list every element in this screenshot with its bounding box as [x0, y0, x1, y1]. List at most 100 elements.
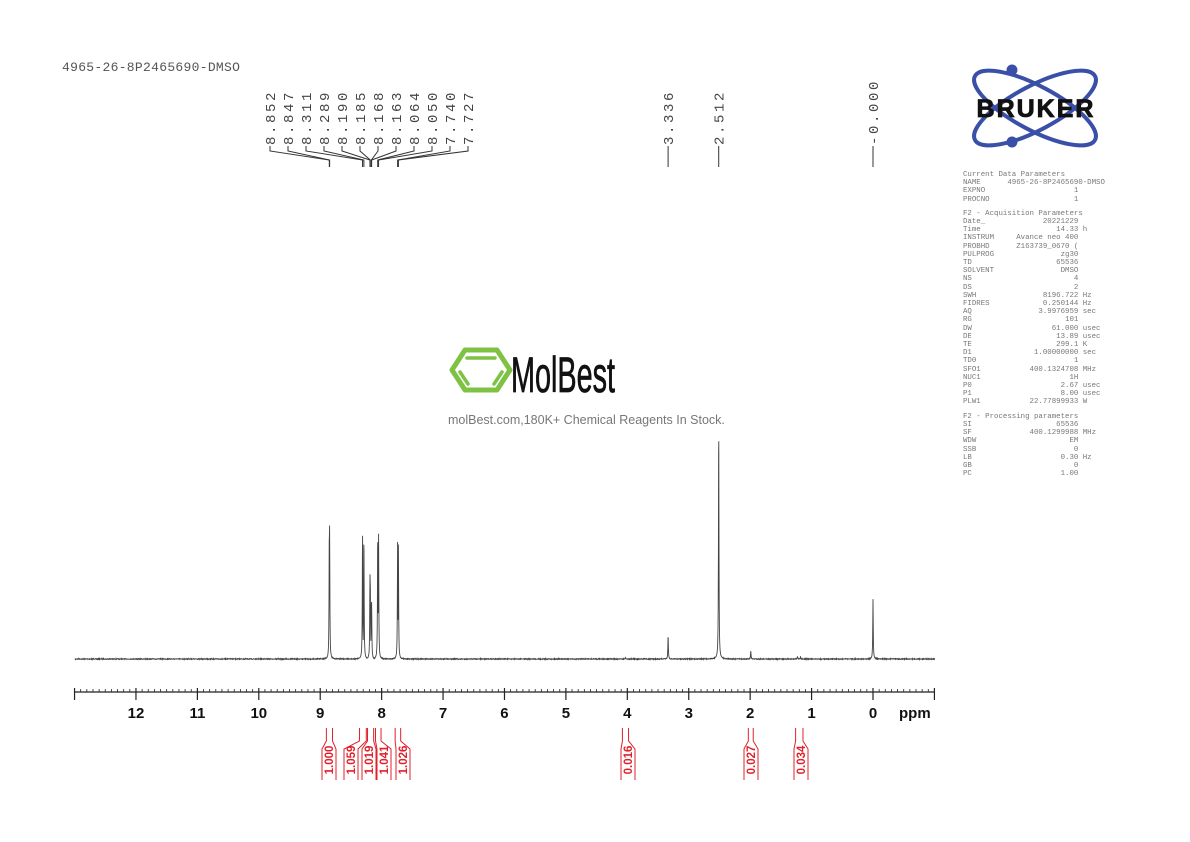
parameter-row: SWH 8196.722 Hz	[963, 291, 1092, 300]
peak-label-connector	[269, 146, 330, 167]
parameter-row: EXPNO 1	[963, 187, 1079, 196]
tick-label: 7	[439, 705, 447, 722]
parameter-row: SOLVENT DMSO	[963, 267, 1079, 276]
parameter-row: PLW1 22.77899933 W	[963, 398, 1088, 407]
parameter-block-header: F2 - Processing parameters	[963, 412, 1079, 421]
peak-label: 8.852	[264, 90, 280, 145]
integrals: 1.000 1.059 1.019 1.041 1.026 0.016 0.027 0.034	[321, 728, 809, 780]
integral-value: 1.026	[398, 746, 410, 775]
parameter-row: TD0 1	[963, 357, 1079, 366]
tick-label: 10	[250, 705, 267, 722]
parameter-block-header: Current Data Parameters	[963, 171, 1066, 179]
integral-bracket	[343, 728, 367, 780]
spectrum-trace	[74, 441, 936, 662]
parameter-block: Current Data Parameters NAME 4965-26-8P24…	[963, 171, 1105, 204]
parameter-row: P0 2.67 usec	[963, 382, 1101, 391]
peak-label: 8.311	[300, 90, 316, 145]
peak-label: 8.064	[408, 90, 424, 145]
integral-value: 1.059	[346, 746, 358, 775]
peak-label-connector	[323, 146, 365, 167]
peak-label-connector	[378, 146, 433, 167]
parameter-row: DW 61.000 usec	[963, 324, 1101, 333]
parameter-row: DS 2	[963, 283, 1079, 292]
peak-label-connector	[397, 146, 451, 167]
peak-label: 2.512	[713, 90, 729, 145]
integral-bracket	[743, 728, 759, 780]
parameter-row: Date_ 20221229	[963, 218, 1079, 227]
tick-label: 6	[500, 705, 508, 722]
peak-label-connector	[287, 146, 331, 167]
integral-bracket	[793, 728, 809, 780]
integral-value: 0.034	[796, 745, 808, 774]
parameter-row: P1 8.00 usec	[963, 390, 1101, 399]
parameter-row: NUC1 1H	[963, 373, 1079, 382]
parameter-row: PC 1.00	[963, 470, 1079, 479]
parameter-row: TE 299.1 K	[963, 341, 1088, 350]
parameter-row: SI 65536	[963, 420, 1079, 429]
tick-label: 2	[746, 705, 754, 722]
integral-bracket	[361, 728, 377, 780]
parameter-row: Time 14.33 h	[963, 226, 1088, 235]
molbest-logo-text: MolBest	[511, 347, 615, 403]
spectrum-title: 4965-26-8P2465690-DMSO	[62, 60, 241, 75]
bruker-logo: BRUKER	[972, 64, 1098, 148]
integral-bracket	[321, 728, 337, 780]
tick-label: 4	[623, 705, 632, 722]
integral-value: 0.027	[746, 746, 758, 775]
parameter-row: TD 65536	[963, 259, 1079, 268]
parameter-block: F2 - Processing parameters SI 65536 SF 400…	[963, 413, 1105, 479]
peak-label: 8.050	[426, 90, 442, 145]
bruker-logo-text: BRUKER	[977, 95, 1096, 123]
integral-bracket	[374, 728, 392, 780]
parameter-row: PROCNO 1	[963, 195, 1079, 204]
parameter-row: NS 4	[963, 275, 1079, 284]
tick-label: 12	[128, 705, 145, 722]
peak-label-connector	[397, 146, 469, 167]
tick-label: 8	[377, 705, 385, 722]
parameter-row: SFO1 400.1324708 MHz	[963, 365, 1097, 374]
peak-label-connector	[305, 146, 364, 167]
parameter-row: NAME 4965-26-8P2465690-DMSO	[963, 179, 1105, 188]
peak-label: -0.000	[867, 79, 883, 145]
parameter-block-header: F2 - Acquisition Parameters	[963, 209, 1083, 218]
axis-label: ppm	[899, 705, 931, 722]
integral-bracket	[394, 728, 411, 780]
parameter-block: F2 - Acquisition Parameters Date_ 2022122…	[963, 210, 1105, 407]
peak-label: 8.847	[282, 90, 298, 145]
watermark-tagline: molBest.com,180K+ Chemical Reagents In S…	[448, 413, 725, 427]
integral-bracket	[620, 728, 636, 780]
parameter-row: SF 400.1299988 MHz	[963, 429, 1097, 438]
ppm-axis: 12 11 10 9 8 7 6 5 4 3 2 1 0 ppm	[73, 688, 936, 722]
tick-label: 5	[562, 705, 570, 722]
peak-label: 8.163	[390, 90, 406, 145]
molbest-logo: MolBest	[449, 346, 616, 403]
parameter-row: INSTRUM Avance neo 400	[963, 234, 1079, 243]
tick-label: 3	[685, 705, 693, 722]
parameter-row: GB 0	[963, 461, 1079, 470]
tick-label: 0	[869, 705, 877, 722]
parameter-row: RG 101	[963, 316, 1079, 325]
integral-value: 1.000	[324, 746, 336, 775]
parameter-row: D1 1.00000000 sec	[963, 349, 1097, 358]
peak-label: 8.168	[372, 90, 388, 145]
parameter-row: LB 0.30 Hz	[963, 453, 1092, 462]
peak-label-connector	[370, 146, 379, 167]
parameter-row: WDW EM	[963, 437, 1079, 446]
integral-value: 0.016	[623, 746, 635, 775]
peak-label: 8.289	[318, 90, 334, 145]
peak-label: 3.336	[662, 90, 678, 145]
integral-value: 1.041	[379, 745, 391, 774]
tick-label: 11	[189, 705, 205, 722]
tick-label: 9	[316, 705, 324, 722]
integral-value: 1.019	[364, 746, 376, 775]
parameter-row: SSB 0	[963, 445, 1079, 454]
peak-label: 7.740	[444, 90, 460, 145]
peak-label: 8.185	[354, 90, 370, 145]
peak-label: 7.727	[462, 90, 478, 145]
parameters-panel: Current Data Parameters NAME 4965-26-8P24…	[963, 171, 1105, 484]
peak-label-connector	[377, 146, 415, 167]
parameter-row: PROBHD Z163739_0670 (	[963, 242, 1079, 251]
parameter-row: DE 13.89 usec	[963, 332, 1101, 341]
peak-label-connector	[359, 146, 371, 167]
